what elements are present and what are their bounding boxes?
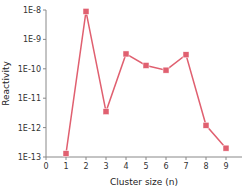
y-tick-label: 1E-9 [23,35,41,44]
x-tick [86,157,87,160]
x-tick-label: 1 [63,162,68,171]
y-axis-label: Reactivity [1,61,11,106]
x-axis-label: Cluster size (n) [110,177,178,187]
y-axis-line [46,10,47,157]
x-tick-label: 3 [103,162,108,171]
x-tick [206,157,207,160]
data-point [123,51,129,57]
x-tick-label: 9 [223,162,228,171]
x-tick [226,157,227,160]
y-tick-label: 1E-12 [18,124,41,133]
y-tick [43,127,46,128]
y-tick [43,10,46,11]
y-tick [43,98,46,99]
chart-svg: 0 1 2 3 4 5 6 7 8 9 1E-13 1E-12 1E-11 1E-10 1E-9 1E-8 Cl… [0,0,252,189]
x-tick-label: 2 [83,162,88,171]
y-tick-label: 1E-8 [23,6,41,15]
y-tick [43,157,46,158]
x-tick-label: 7 [183,162,188,171]
x-tick-label: 5 [143,162,148,171]
chart-container: 0 1 2 3 4 5 6 7 8 9 1E-13 1E-12 1E-11 1E-10 1E-9 1E-8 Cl… [0,0,252,189]
data-line [66,11,226,153]
x-axis-line [46,157,242,158]
data-point [163,67,169,73]
data-point [63,151,69,157]
y-tick-label: 1E-11 [18,94,41,103]
y-tick [43,68,46,69]
data-point [183,52,189,58]
x-tick [146,157,147,160]
y-tick-label: 1E-10 [18,65,41,74]
x-tick-label: 8 [203,162,208,171]
data-point [83,8,89,14]
x-tick-label: 6 [163,162,168,171]
x-tick-label: 0 [43,162,48,171]
x-tick [126,157,127,160]
data-point [203,122,209,128]
x-tick [106,157,107,160]
data-point [103,109,109,115]
data-point [223,145,229,151]
data-point [143,62,149,68]
x-tick [66,157,67,160]
x-tick [166,157,167,160]
axes: 0 1 2 3 4 5 6 7 8 9 1E-13 1E-12 1E-11 1E-10 1E-9 1E-8 [18,6,242,171]
plot-area [63,8,229,156]
x-tick [186,157,187,160]
y-tick [43,39,46,40]
x-tick-label: 4 [123,162,128,171]
y-tick-label: 1E-13 [18,153,41,162]
